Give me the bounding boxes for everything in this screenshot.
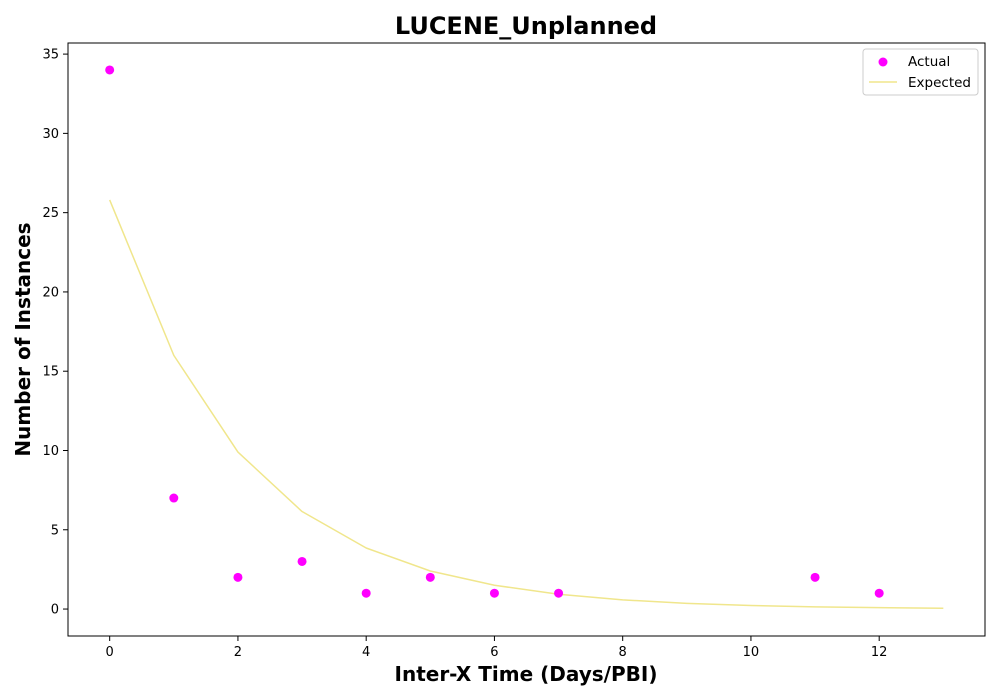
x-tick-label: 0 [106, 645, 114, 660]
x-tick-label: 8 [619, 645, 627, 660]
legend-marker-actual [878, 57, 888, 67]
y-tick-label: 35 [42, 48, 59, 63]
y-tick-label: 20 [42, 285, 59, 300]
x-axis-label: Inter-X Time (Days/PBI) [395, 662, 658, 686]
legend-label-actual: Actual [908, 54, 950, 70]
actual-point [169, 493, 179, 503]
legend-label-expected: Expected [908, 75, 971, 91]
actual-point [297, 556, 307, 566]
y-tick-label: 5 [51, 523, 59, 538]
y-tick-label: 10 [42, 444, 59, 459]
expected-line [108, 199, 944, 609]
actual-point [874, 588, 884, 598]
axis-ticks: 0 2 4 6 8 10 12 0 5 10 15 20 25 30 35 [42, 48, 887, 660]
plot-frame [67, 42, 986, 637]
y-tick-label: 25 [42, 206, 59, 221]
y-tick-label: 0 [51, 603, 59, 618]
x-tick-label: 12 [871, 645, 888, 660]
x-tick-label: 6 [490, 645, 498, 660]
series-layer [105, 65, 944, 609]
actual-point [233, 572, 243, 582]
actual-point [554, 588, 564, 598]
actual-point [105, 65, 115, 75]
legend: Actual Expected [862, 48, 979, 96]
actual-point [810, 572, 820, 582]
x-tick-label: 10 [743, 645, 760, 660]
y-axis-label: Number of Instances [11, 222, 35, 456]
legend-box [862, 48, 979, 96]
x-tick-label: 2 [234, 645, 242, 660]
y-tick-label: 30 [42, 127, 59, 142]
actual-point [425, 572, 435, 582]
chart-title: LUCENE_Unplanned [395, 12, 657, 40]
actual-point [361, 588, 371, 598]
actual-point [489, 588, 499, 598]
x-tick-label: 4 [362, 645, 370, 660]
y-tick-label: 15 [42, 365, 59, 380]
